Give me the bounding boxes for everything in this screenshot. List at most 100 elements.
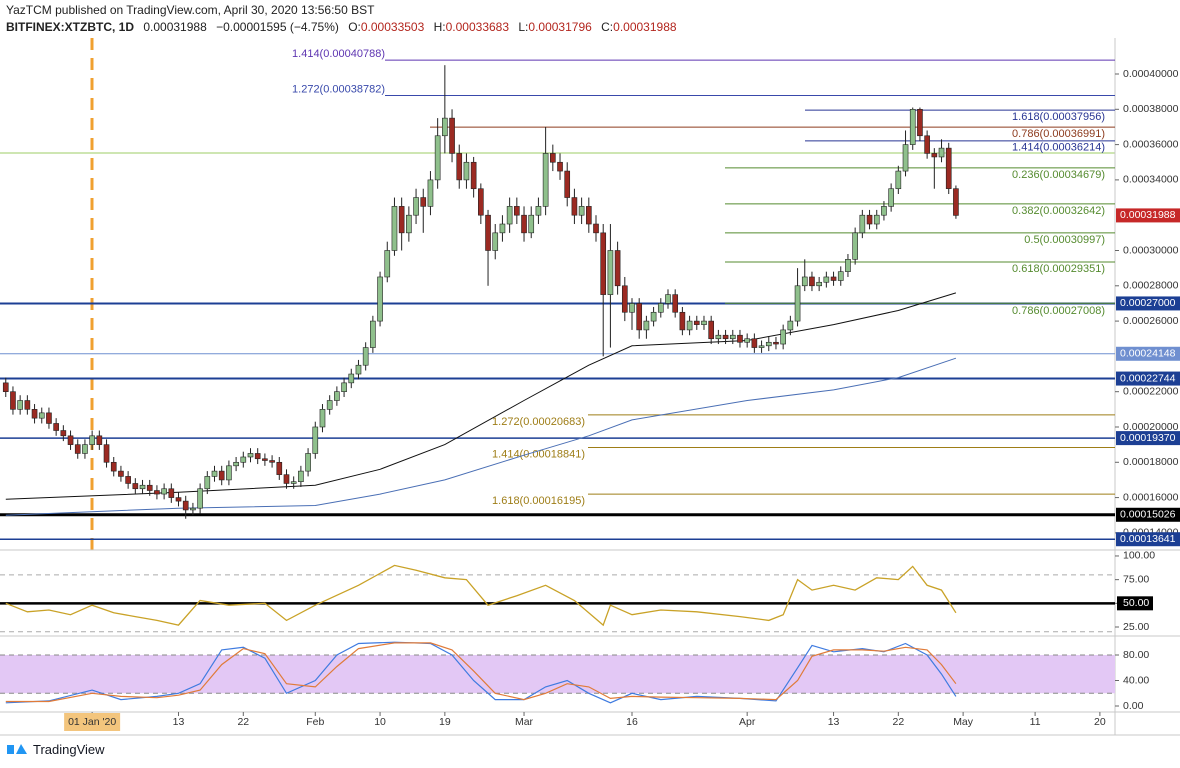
- candle-body: [348, 373, 355, 384]
- candle-body: [2, 382, 9, 392]
- y-tick-label: 0.00034000: [1123, 174, 1179, 186]
- candle-body: [895, 170, 902, 190]
- y-tick-label: 80.00: [1123, 649, 1149, 661]
- candle-body: [852, 232, 858, 260]
- candle-body: [866, 214, 873, 225]
- candle-body: [312, 426, 319, 454]
- candle-body: [758, 345, 765, 348]
- candle-body: [715, 334, 722, 340]
- candle-body: [917, 109, 923, 137]
- candle-body: [89, 435, 95, 445]
- candle-body: [751, 338, 758, 348]
- x-tick-label: 22: [237, 716, 249, 728]
- candle-body: [298, 470, 304, 482]
- candle-body: [607, 250, 614, 295]
- candle-body: [708, 320, 715, 340]
- candle-body: [24, 400, 31, 410]
- candle-body: [643, 320, 650, 331]
- candle-body: [550, 153, 556, 163]
- brand: TradingView: [33, 741, 105, 757]
- candle-body: [420, 197, 427, 207]
- candle-body: [96, 435, 103, 445]
- candle-body: [593, 223, 599, 234]
- candle-body: [355, 364, 362, 375]
- logo-icon: [7, 744, 27, 754]
- stoch-line: [5, 642, 957, 703]
- y-tick-label: 0.00020000: [1123, 421, 1179, 433]
- moving-average: [5, 357, 957, 516]
- fib-label: 1.272(0.00038782): [292, 83, 385, 95]
- candle-body: [103, 444, 110, 463]
- candle-body: [262, 458, 268, 461]
- candle-body: [665, 294, 671, 304]
- candle-body: [729, 334, 736, 340]
- candle-body: [283, 474, 290, 484]
- candle-body: [679, 311, 686, 331]
- candle-body: [254, 453, 261, 460]
- candle-body: [938, 147, 945, 158]
- candle-body: [773, 341, 779, 345]
- candle-body: [585, 206, 592, 225]
- level-label: 0.00013641: [1120, 533, 1176, 545]
- y-tick-label: 0.00026000: [1123, 315, 1179, 327]
- candle-body: [478, 188, 484, 216]
- candle-body: [276, 461, 283, 475]
- candle-body: [470, 161, 477, 190]
- candle-body: [46, 412, 52, 424]
- candle-body: [10, 391, 16, 410]
- candle-body: [391, 206, 398, 251]
- logo-shape: [7, 745, 14, 754]
- moving-average: [5, 292, 957, 500]
- candle-body: [823, 276, 830, 283]
- candle-body: [744, 338, 750, 343]
- candle-body: [765, 341, 772, 347]
- ohlc-key: O:: [348, 20, 361, 34]
- candle-body: [190, 507, 196, 511]
- candle-body: [621, 285, 628, 313]
- last-price-label: 0.00031988: [1120, 209, 1176, 221]
- y-tick-label: 40.00: [1123, 674, 1149, 686]
- fib-label: 1.618(0.00037956): [1012, 111, 1105, 123]
- candle-body: [110, 461, 117, 472]
- candle-body: [888, 188, 894, 207]
- candle-body: [686, 320, 693, 331]
- candle-body: [290, 481, 297, 484]
- candle-body: [463, 161, 470, 181]
- y-tick-label: 0.00028000: [1123, 280, 1179, 292]
- level-label: 0.00019370: [1120, 432, 1176, 444]
- candle-body: [384, 250, 391, 278]
- candle-body: [406, 214, 412, 234]
- y-tick-label: 25.00: [1123, 621, 1149, 633]
- x-tick-label: 19: [439, 716, 451, 728]
- candle-body: [945, 147, 952, 189]
- candle-body: [535, 206, 542, 216]
- candle-body: [233, 461, 239, 467]
- candle-body: [269, 460, 275, 463]
- candle-body: [17, 400, 23, 410]
- y-tick-label: 0.00036000: [1123, 138, 1179, 150]
- price: 0.00031988: [143, 20, 207, 34]
- candle-body: [341, 382, 347, 392]
- candle-body: [218, 470, 225, 481]
- candle-body: [146, 484, 153, 491]
- candle-body: [74, 444, 81, 454]
- candle-body: [326, 400, 333, 410]
- candle-body: [175, 497, 182, 502]
- candle-body: [82, 444, 88, 454]
- candle-body: [132, 483, 139, 490]
- level-label-box: [1116, 346, 1180, 361]
- candle-body: [873, 214, 880, 225]
- fib-label: 0.5(0.00030997): [1024, 234, 1105, 246]
- candle-body: [528, 214, 535, 234]
- y-tick-label: 0.00040000: [1123, 68, 1179, 80]
- candle-body: [370, 320, 376, 348]
- candle-body: [449, 117, 455, 154]
- candle-body: [413, 197, 419, 216]
- x-tick-label: Apr: [739, 716, 756, 728]
- footer: TradingView: [6, 741, 105, 757]
- candle-body: [801, 276, 808, 287]
- candle-body: [629, 303, 635, 313]
- level-label-box: [1116, 296, 1180, 311]
